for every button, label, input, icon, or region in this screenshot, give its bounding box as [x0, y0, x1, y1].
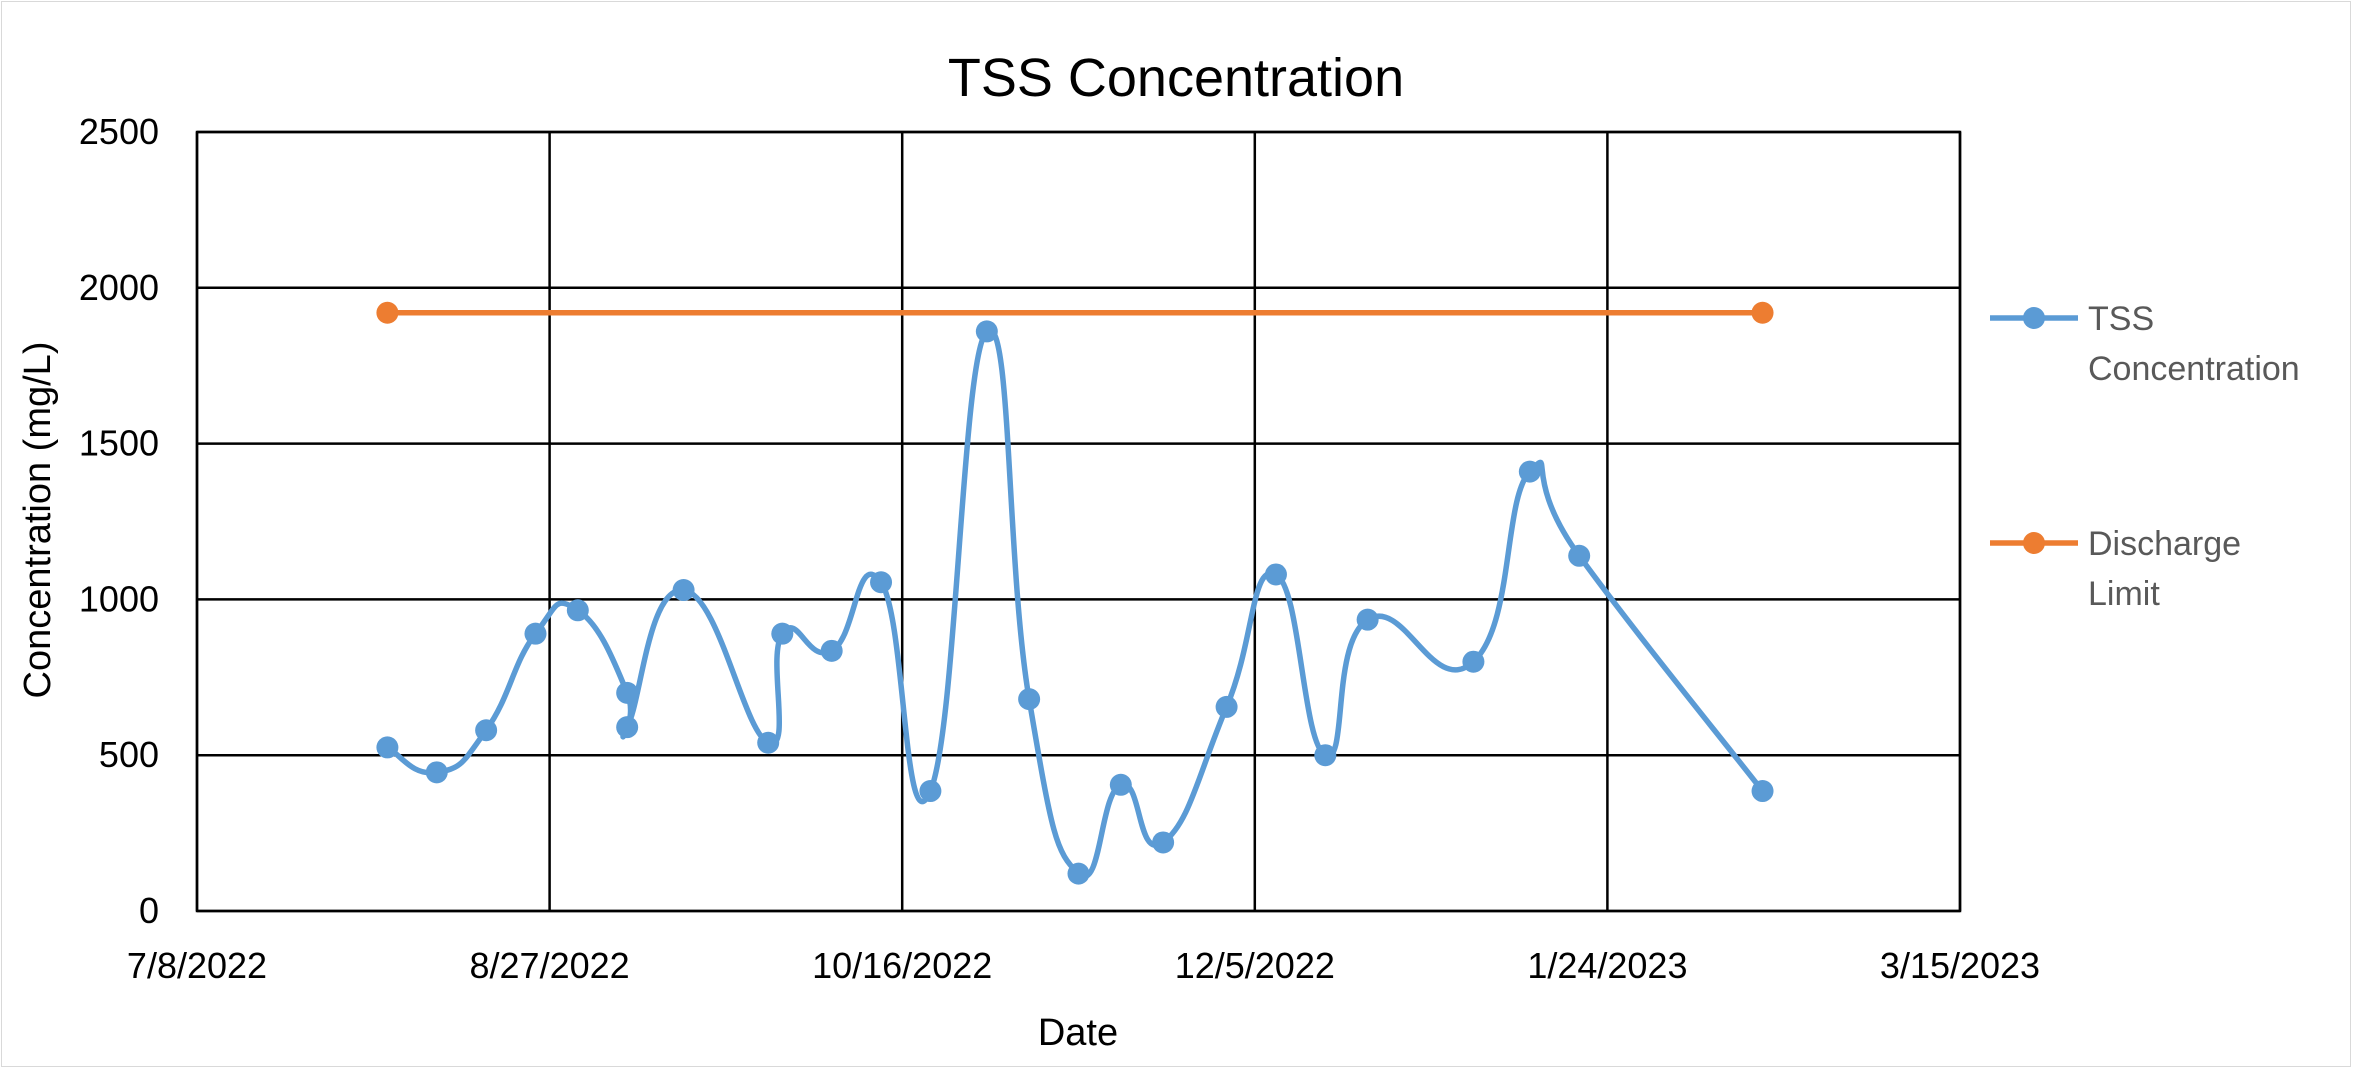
y-tick-label: 1500 — [79, 423, 159, 464]
tss-concentration-point — [1518, 460, 1541, 483]
y-tick-label: 500 — [99, 734, 159, 775]
plot-area-border — [195, 130, 1962, 913]
tss-concentration-point — [566, 599, 589, 622]
legend-label-line: Limit — [2088, 575, 2160, 613]
legend-label-line: Concentration — [2088, 350, 2300, 388]
tss-concentration-point — [1462, 650, 1485, 673]
tss-concentration-point — [771, 622, 794, 645]
y-axis-ticks: 0 500 1000 1500 2000 2500 — [79, 111, 159, 931]
grid-lines — [195, 130, 1962, 913]
tss-concentration-point — [1067, 862, 1090, 885]
x-axis-ticks: 7/8/2022 8/27/2022 10/16/2022 12/5/2022 1/24… — [127, 945, 2040, 986]
tss-concentration-point — [1314, 744, 1337, 767]
legend-label-line: TSS — [2088, 300, 2154, 338]
tss-concentration-point — [820, 639, 843, 662]
legend-tss-concentration-label: TSS Concentration — [2088, 300, 2300, 388]
y-tick-label: 0 — [139, 890, 159, 931]
legend-discharge-limit-marker — [2023, 532, 2045, 554]
legend-tss-concentration-marker — [2023, 307, 2045, 329]
legend: TSS Concentration Discharge Limit — [1990, 300, 2300, 613]
y-tick-label: 2000 — [79, 267, 159, 308]
tss-concentration-line — [384, 327, 1766, 880]
tss-concentration-point — [376, 736, 399, 759]
x-tick-label: 1/24/2023 — [1527, 945, 1687, 986]
tss-concentration-point — [1018, 688, 1041, 711]
tss-concentration-point — [1152, 831, 1175, 854]
tss-concentration-point — [616, 681, 639, 704]
legend-label-line: Discharge — [2088, 525, 2241, 563]
tss-concentration-point — [919, 780, 942, 803]
discharge-limit-point — [1751, 301, 1774, 324]
tss-concentration-point — [975, 320, 998, 343]
x-tick-label: 10/16/2022 — [812, 945, 992, 986]
tss-concentration-point — [1264, 563, 1287, 586]
discharge-limit-point — [376, 301, 399, 324]
tss-concentration-point — [425, 761, 448, 784]
x-axis-label: Date — [1038, 1012, 1118, 1054]
x-tick-label: 8/27/2022 — [470, 945, 630, 986]
tss-concentration-point — [1568, 544, 1591, 567]
tss-concentration-point — [1751, 780, 1774, 803]
tss-concentration-point — [524, 622, 547, 645]
tss-concentration-point — [475, 719, 498, 742]
x-tick-label: 12/5/2022 — [1175, 945, 1335, 986]
tss-concentration-point — [870, 571, 893, 594]
tss-concentration-point — [1109, 773, 1132, 796]
y-axis-label: Concentration (mg/L) — [17, 342, 59, 699]
y-tick-label: 1000 — [79, 578, 159, 619]
tss-concentration-point — [1356, 608, 1379, 631]
series-group — [376, 301, 1774, 885]
tss-concentration-point — [672, 579, 695, 602]
x-tick-label: 3/15/2023 — [1880, 945, 2040, 986]
x-tick-label: 7/8/2022 — [127, 945, 267, 986]
tss-concentration-point — [757, 731, 780, 754]
chart-title: TSS Concentration — [948, 48, 1404, 108]
tss-concentration-point — [616, 716, 639, 739]
legend-discharge-limit-label: Discharge Limit — [2088, 525, 2241, 613]
tss-concentration-point — [1215, 695, 1238, 718]
y-tick-label: 2500 — [79, 111, 159, 152]
